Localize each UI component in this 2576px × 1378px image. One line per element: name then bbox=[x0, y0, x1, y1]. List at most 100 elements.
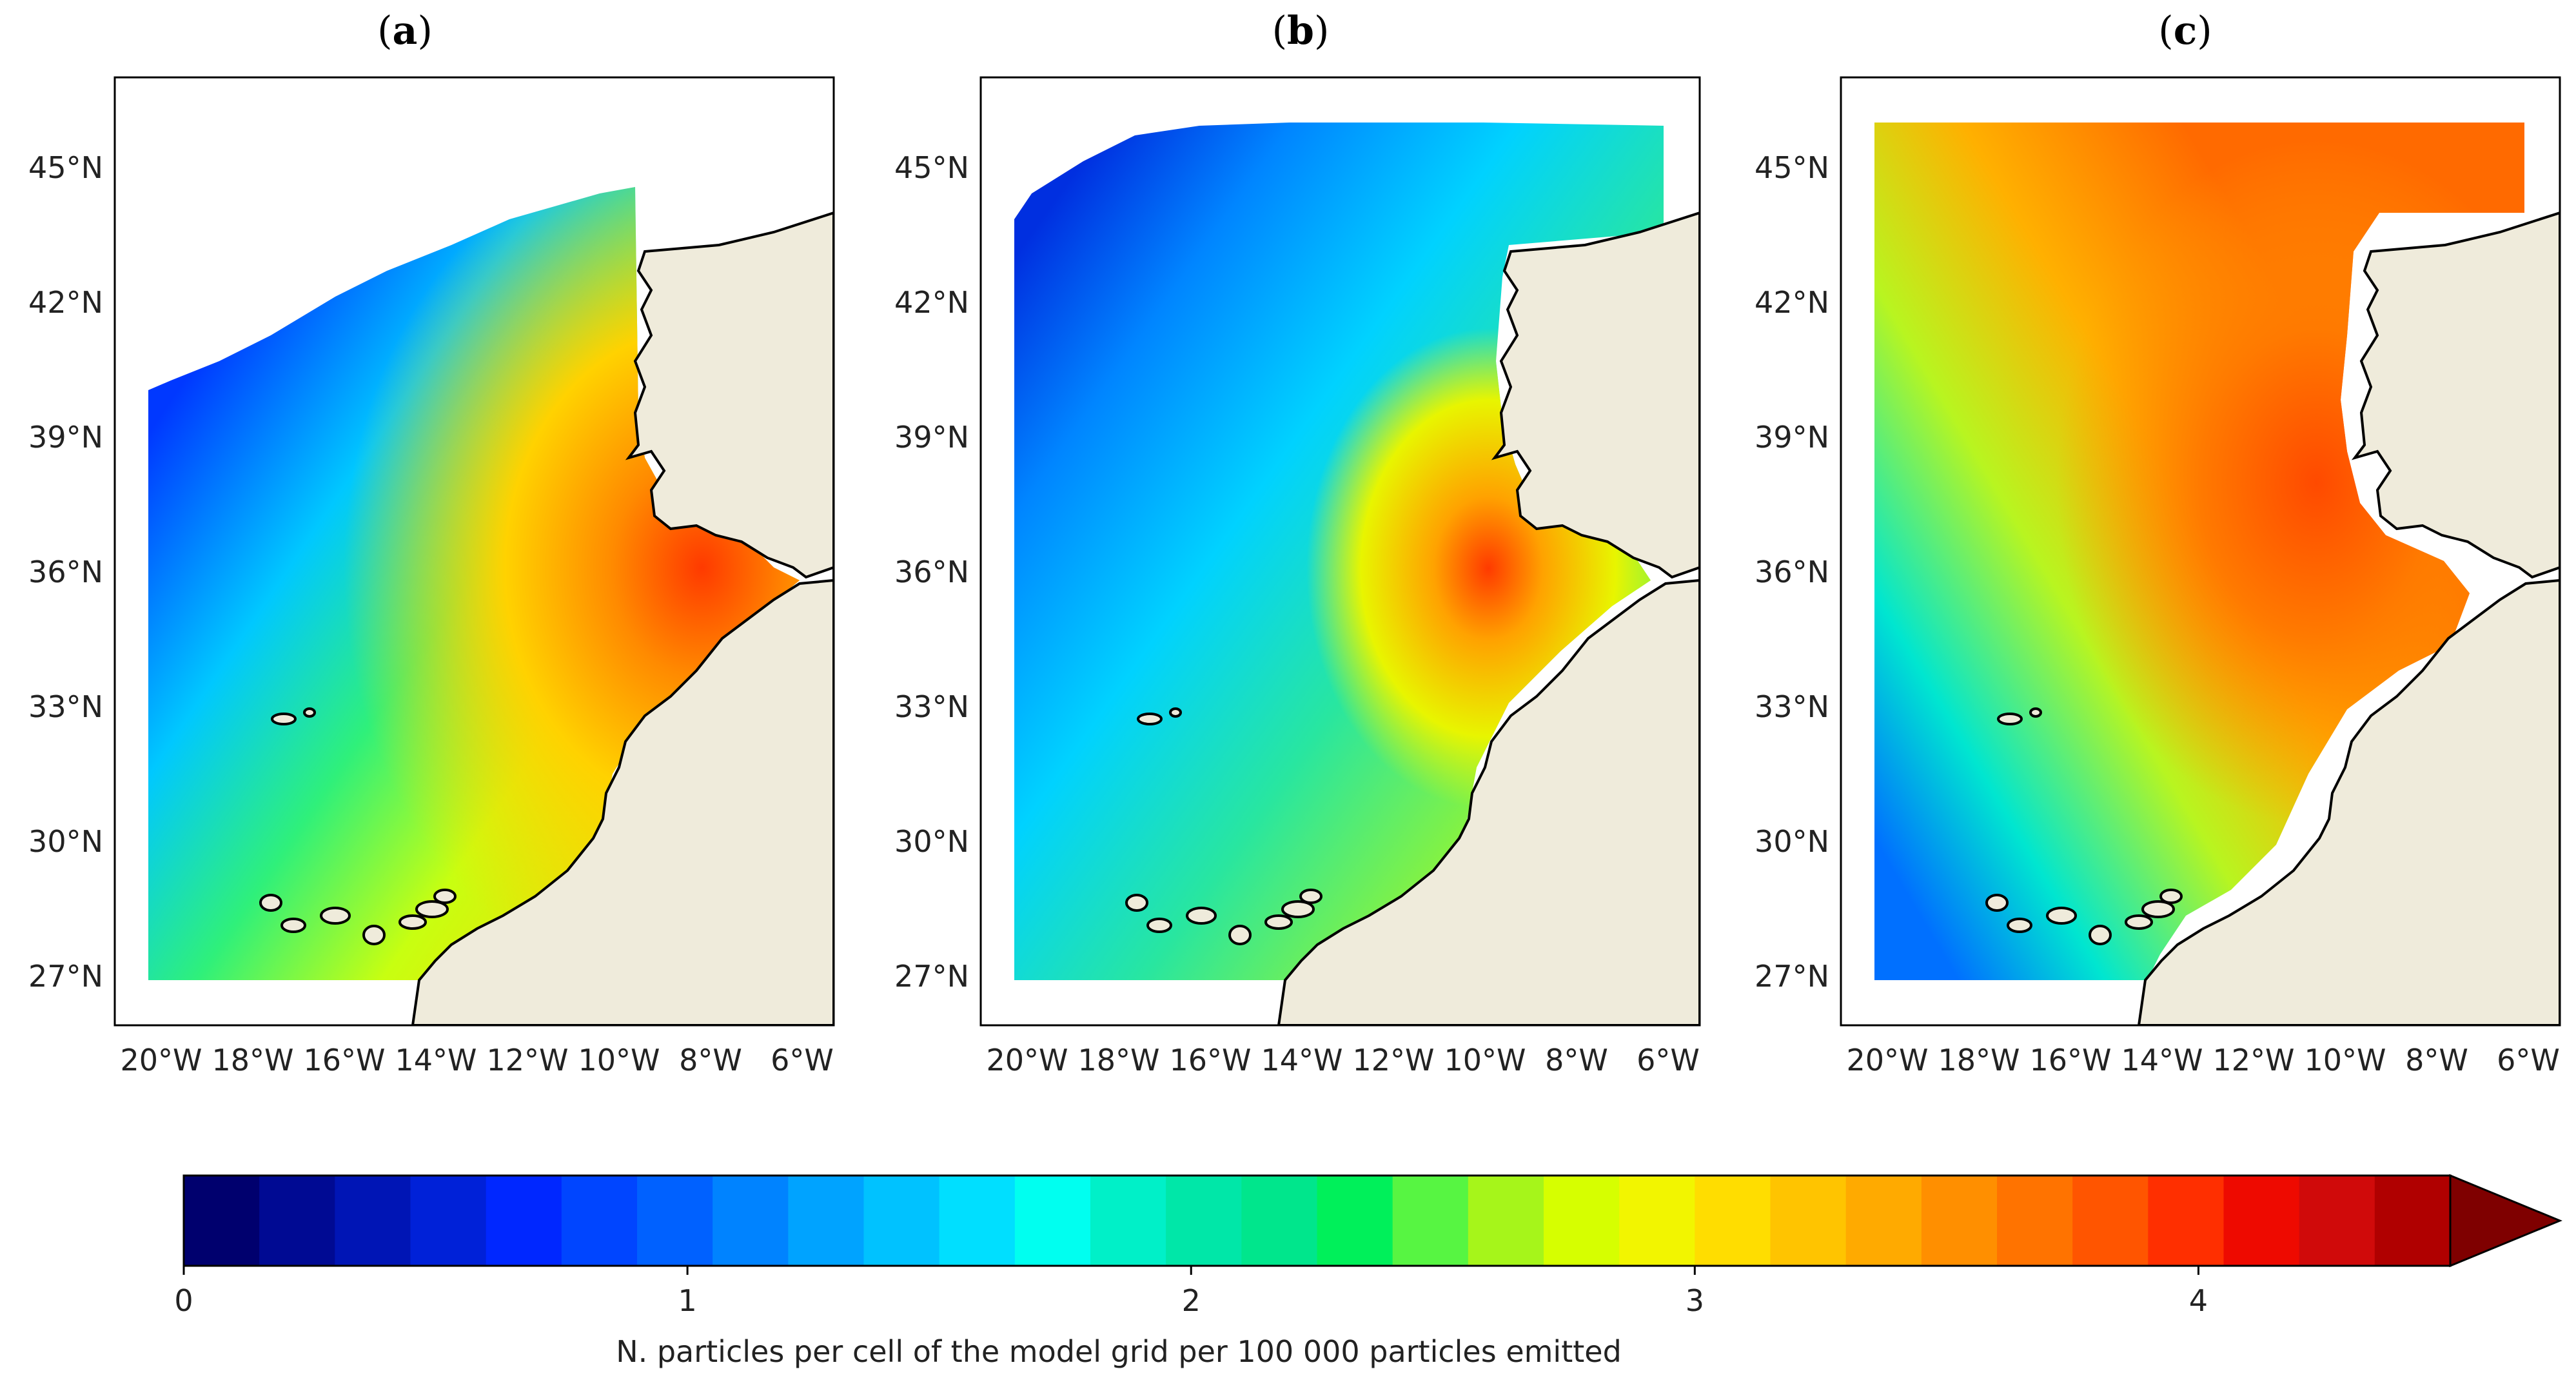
lon-tick-label: 14°W bbox=[1261, 1043, 1342, 1078]
colorbar-tick-label: 4 bbox=[2189, 1283, 2208, 1318]
map-panel-a: 45°N 42°N 39°N 36°N 33°N 30°N 27°N 20°W 18°W 16°W… bbox=[28, 76, 835, 1078]
lat-tick-label: 39°N bbox=[1755, 420, 1829, 455]
lon-tick-label: 16°W bbox=[303, 1043, 385, 1078]
colorbar-segment bbox=[184, 1176, 261, 1266]
colorbar-segment bbox=[788, 1176, 865, 1266]
island bbox=[280, 918, 306, 933]
land-coastline bbox=[1277, 211, 1700, 1025]
density-hotspot bbox=[1874, 123, 2524, 980]
lat-tick-label: 33°N bbox=[28, 689, 103, 724]
lat-tick-label: 39°N bbox=[28, 420, 103, 455]
panel-label-c: (c) bbox=[2158, 8, 2212, 54]
lat-tick-label: 27°N bbox=[894, 959, 969, 994]
colorbar-segment bbox=[1695, 1176, 1771, 1266]
colorbar-segment bbox=[1317, 1176, 1393, 1266]
colorbar-segment bbox=[2072, 1176, 2149, 1266]
island bbox=[1186, 907, 1217, 925]
lon-tick-label: 20°W bbox=[1846, 1043, 1928, 1078]
lon-tick-label: 12°W bbox=[486, 1043, 568, 1078]
map-panel-b: 45°N 42°N 39°N 36°N 33°N 30°N 27°N 20°W 18°W 16°W… bbox=[894, 76, 1701, 1078]
colorbar-segment bbox=[939, 1176, 1016, 1266]
island bbox=[2125, 914, 2153, 930]
island bbox=[433, 889, 457, 904]
island bbox=[415, 900, 449, 918]
lon-tick-label: 18°W bbox=[1938, 1043, 2020, 1078]
island bbox=[1169, 707, 1182, 718]
map-panel-c: 45°N 42°N 39°N 36°N 33°N 30°N 27°N 20°W 18°W 16°W… bbox=[1755, 76, 2561, 1078]
lon-tick-label: 14°W bbox=[2121, 1043, 2203, 1078]
lat-tick-label: 30°N bbox=[894, 824, 969, 859]
lat-tick-label: 42°N bbox=[894, 285, 969, 320]
island bbox=[259, 894, 282, 912]
colorbar-segment bbox=[335, 1176, 411, 1266]
colorbar-label: N. particles per cell of the model grid … bbox=[616, 1334, 1622, 1369]
colorbar-segment bbox=[1241, 1176, 1318, 1266]
colorbar-segment bbox=[1392, 1176, 1469, 1266]
lat-tick-label: 27°N bbox=[28, 959, 103, 994]
lon-tick-label: 16°W bbox=[1169, 1043, 1251, 1078]
island bbox=[2159, 889, 2183, 904]
lat-tick-label: 30°N bbox=[28, 824, 103, 859]
map-frame bbox=[979, 76, 1701, 1027]
colorbar-segment bbox=[259, 1176, 336, 1266]
island bbox=[2141, 900, 2175, 918]
lat-tick-label: 45°N bbox=[1755, 150, 1829, 185]
lon-tick-label: 16°W bbox=[2029, 1043, 2111, 1078]
lon-tick-label: 10°W bbox=[2304, 1043, 2386, 1078]
lat-tick-label: 39°N bbox=[894, 420, 969, 455]
colorbar-segment bbox=[2223, 1176, 2300, 1266]
colorbar-tick-label: 1 bbox=[678, 1283, 696, 1318]
land-coastline bbox=[2137, 211, 2560, 1025]
island bbox=[1137, 713, 1163, 725]
island bbox=[2089, 925, 2112, 945]
map-frame bbox=[1840, 76, 2561, 1027]
colorbar-tick-label: 0 bbox=[174, 1283, 193, 1318]
lon-tick-label: 8°W bbox=[2405, 1043, 2468, 1078]
colorbar-segment bbox=[2374, 1176, 2451, 1266]
colorbar-tick-label: 2 bbox=[1182, 1283, 1201, 1318]
panel-label-a: (a) bbox=[377, 8, 433, 54]
map-frame bbox=[113, 76, 835, 1027]
colorbar-segment bbox=[1544, 1176, 1620, 1266]
island bbox=[2046, 907, 2077, 925]
colorbar-segment bbox=[1014, 1176, 1091, 1266]
density-hotspot bbox=[148, 187, 800, 980]
lon-tick-label: 20°W bbox=[120, 1043, 202, 1078]
colorbar-segment bbox=[1845, 1176, 1922, 1266]
lon-tick-label: 6°W bbox=[771, 1043, 834, 1078]
lat-tick-label: 36°N bbox=[894, 555, 969, 589]
colorbar-segment bbox=[410, 1176, 487, 1266]
island bbox=[1146, 918, 1172, 933]
lon-tick-label: 6°W bbox=[1637, 1043, 1700, 1078]
lon-tick-label: 14°W bbox=[395, 1043, 477, 1078]
colorbar-extend-arrow bbox=[2449, 1174, 2562, 1268]
lon-tick-label: 12°W bbox=[2212, 1043, 2294, 1078]
lat-tick-label: 42°N bbox=[1755, 285, 1829, 320]
colorbar-segment bbox=[561, 1176, 638, 1266]
island bbox=[2029, 707, 2042, 718]
colorbar-segment bbox=[486, 1176, 562, 1266]
island bbox=[1125, 894, 1148, 912]
island bbox=[2007, 918, 2032, 933]
colorbar bbox=[182, 1174, 2562, 1268]
colorbar-segment bbox=[2299, 1176, 2375, 1266]
lat-tick-label: 45°N bbox=[28, 150, 103, 185]
island bbox=[1228, 925, 1252, 945]
lon-tick-label: 18°W bbox=[211, 1043, 293, 1078]
panel-label-b: (b) bbox=[1272, 8, 1330, 54]
island bbox=[1299, 889, 1322, 904]
lon-tick-label: 10°W bbox=[1444, 1043, 1526, 1078]
lat-tick-label: 45°N bbox=[894, 150, 969, 185]
density-hotspot bbox=[1014, 123, 1664, 980]
colorbar-frame bbox=[182, 1174, 2452, 1267]
colorbar-segment bbox=[713, 1176, 789, 1266]
lat-tick-label: 36°N bbox=[1755, 555, 1829, 589]
colorbar-segment bbox=[1921, 1176, 1998, 1266]
colorbar-segment bbox=[1090, 1176, 1167, 1266]
lon-tick-label: 8°W bbox=[679, 1043, 742, 1078]
island bbox=[303, 707, 316, 718]
land-coastline bbox=[411, 211, 834, 1025]
colorbar-segment bbox=[1468, 1176, 1544, 1266]
island bbox=[1985, 894, 2009, 912]
lat-tick-label: 27°N bbox=[1755, 959, 1829, 994]
